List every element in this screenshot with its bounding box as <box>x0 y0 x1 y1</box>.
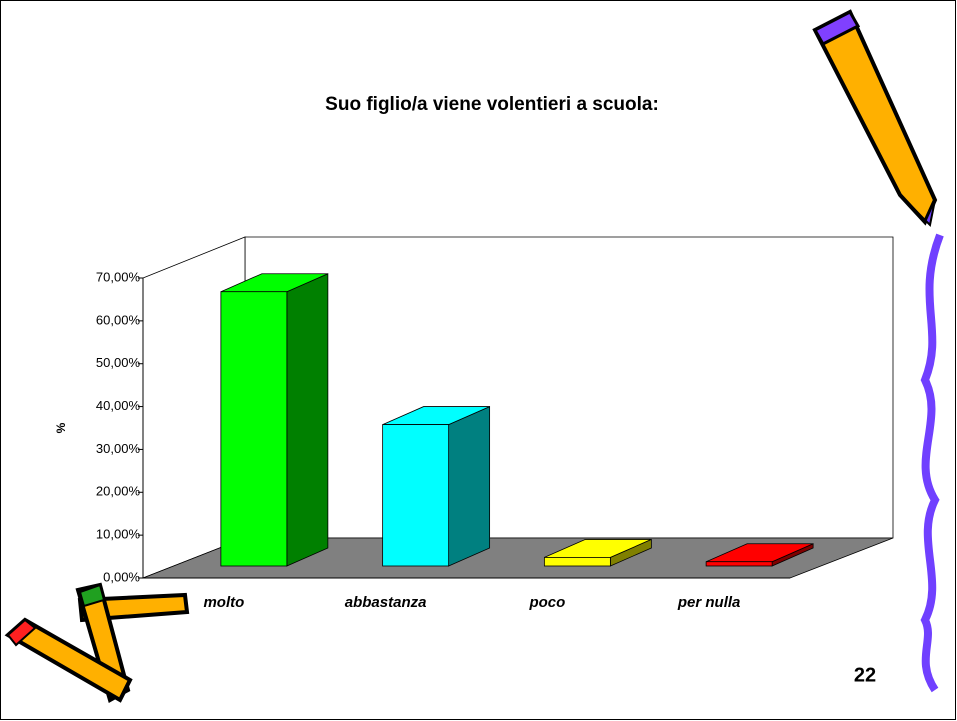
bar-front <box>220 291 288 567</box>
y-tick-label: 60,00% <box>96 312 141 327</box>
pencil-top-right <box>812 9 938 228</box>
bar-side <box>448 405 491 567</box>
bar-side <box>286 273 329 567</box>
x-tick-label: poco <box>528 594 565 611</box>
bar <box>705 543 814 567</box>
back-wall <box>244 236 894 539</box>
x-tick-label: abbastanza <box>345 594 427 611</box>
bar-front <box>705 561 773 567</box>
bar <box>220 273 329 567</box>
y-tick-label: 70,00% <box>96 269 141 284</box>
bar <box>543 538 652 567</box>
chart-title: Suo figlio/a viene volentieri a scuola: <box>325 94 659 115</box>
y-tick-label: 30,00% <box>96 441 141 456</box>
y-tick-label: 50,00% <box>96 355 141 370</box>
y-tick-label: 20,00% <box>96 484 141 499</box>
wavy-line <box>920 233 944 693</box>
y-tick-label: 0,00% <box>103 569 140 584</box>
bar-front <box>382 424 450 567</box>
x-tick-label: per nulla <box>677 594 741 611</box>
page-number: 22 <box>854 664 876 686</box>
y-axis-label: % <box>54 422 68 433</box>
pencils-bottom-left <box>4 582 190 703</box>
bar-front <box>543 557 611 567</box>
x-tick-label: molto <box>203 594 244 611</box>
y-tick-label: 40,00% <box>96 398 141 413</box>
y-tick-label: 10,00% <box>96 527 141 542</box>
bar <box>382 405 491 567</box>
